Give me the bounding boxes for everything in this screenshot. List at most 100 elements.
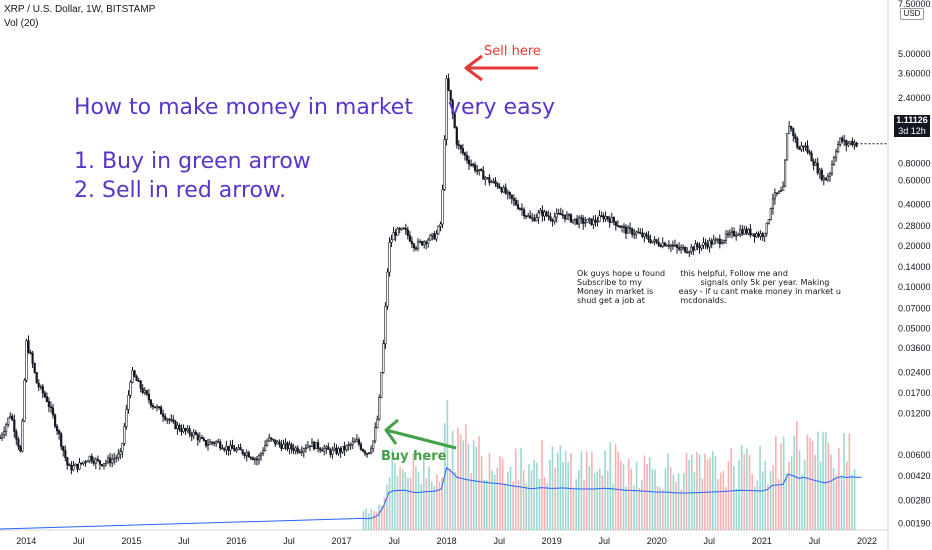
volume-bar xyxy=(493,474,496,530)
candle-body xyxy=(378,397,381,420)
candle-body xyxy=(219,441,222,449)
candle-body xyxy=(423,241,426,246)
volume-bar xyxy=(725,486,727,530)
x-tick-label: Jul xyxy=(493,536,505,546)
volume-bar xyxy=(399,466,401,530)
candle-body xyxy=(516,204,520,209)
candle-body xyxy=(496,183,499,188)
candle-body xyxy=(43,392,46,397)
volume-bar xyxy=(612,483,614,530)
candle-body xyxy=(202,438,206,441)
candle-body xyxy=(365,453,369,455)
candle-body xyxy=(369,448,373,453)
candle-body xyxy=(82,461,85,464)
candle-body xyxy=(166,418,169,421)
volume-bar xyxy=(420,484,422,530)
candle-body xyxy=(237,447,240,450)
candle-body xyxy=(543,211,546,217)
candle-body xyxy=(806,145,809,153)
volume-bar xyxy=(504,482,506,530)
volume-bar xyxy=(648,457,651,530)
volume-bar xyxy=(530,470,533,530)
y-tick-label: 0.07000 xyxy=(898,304,931,314)
currency-badge[interactable]: USD xyxy=(900,8,924,20)
candle-body xyxy=(853,142,856,146)
candle-body xyxy=(388,242,391,273)
candle-body xyxy=(74,463,77,467)
candle-body xyxy=(616,225,619,227)
candle-body xyxy=(351,441,354,445)
candle-body xyxy=(374,427,377,442)
step2-annotation: 2. Sell in red arrow. xyxy=(74,178,286,203)
candle-body xyxy=(702,242,705,246)
candle-body xyxy=(60,433,63,447)
candle-body xyxy=(263,444,267,452)
candle-body xyxy=(836,144,840,152)
volume-bar xyxy=(449,468,451,530)
candle-body xyxy=(745,228,748,234)
candle-body xyxy=(198,437,201,441)
candle-body xyxy=(824,177,827,181)
candle-body xyxy=(847,143,850,146)
volume-bar xyxy=(704,453,706,530)
candle-body xyxy=(300,451,303,454)
volume-bar xyxy=(367,513,370,530)
volume-bar xyxy=(846,461,848,530)
candle-body xyxy=(431,233,434,236)
candle-body xyxy=(259,452,263,457)
candle-body xyxy=(168,418,171,421)
candle-body xyxy=(584,222,587,224)
candle-body xyxy=(176,424,179,429)
candle-body xyxy=(573,218,577,221)
candle-body xyxy=(647,235,650,241)
y-tick-label: 0.00600 xyxy=(898,450,931,460)
x-tick-label: 2016 xyxy=(226,536,246,546)
volume-bar xyxy=(567,462,570,530)
candle-body xyxy=(728,232,732,235)
candle-body xyxy=(790,126,793,129)
volume-bar xyxy=(756,480,759,530)
candle-body xyxy=(659,245,662,247)
candle-body xyxy=(272,438,275,441)
candle-body xyxy=(781,185,785,191)
candle-body xyxy=(531,217,534,220)
candle-body xyxy=(537,212,540,218)
candle-body xyxy=(486,177,489,179)
candle-body xyxy=(376,418,379,429)
volume-bar xyxy=(743,453,746,530)
volume-bar xyxy=(606,470,609,530)
candle-body xyxy=(463,152,467,156)
candle-body xyxy=(49,406,53,409)
volume-bar xyxy=(719,472,722,530)
volume-bar xyxy=(754,486,756,530)
volume-bar xyxy=(570,453,572,530)
candle-body xyxy=(296,447,299,453)
note-line: Ok guys hope u found this helpful, Follo… xyxy=(577,269,788,278)
volume-bar xyxy=(751,474,753,530)
candle-body xyxy=(325,446,328,449)
candle-body xyxy=(614,221,617,226)
candle-body xyxy=(504,187,507,194)
candle-body xyxy=(64,450,67,458)
candle-body xyxy=(755,233,758,238)
y-tick-label: 0.00280 xyxy=(898,495,931,505)
volume-bar xyxy=(512,481,514,530)
candle-body xyxy=(577,217,581,225)
volume-bar xyxy=(809,437,811,530)
candle-body xyxy=(500,187,503,193)
candle-body xyxy=(520,208,524,211)
candle-body xyxy=(196,434,199,441)
candle-body xyxy=(45,396,48,402)
candle-body xyxy=(551,219,554,222)
volume-bar xyxy=(554,467,556,530)
candle-body xyxy=(55,425,59,432)
candle-body xyxy=(2,431,6,436)
candle-body xyxy=(235,448,238,452)
candle-body xyxy=(68,464,71,467)
symbol-title: XRP / U.S. Dollar, 1W, BITSTAMP xyxy=(4,4,156,15)
candle-body xyxy=(57,430,61,435)
candle-body xyxy=(841,137,844,142)
candle-body xyxy=(671,244,674,247)
candle-body xyxy=(435,233,438,240)
